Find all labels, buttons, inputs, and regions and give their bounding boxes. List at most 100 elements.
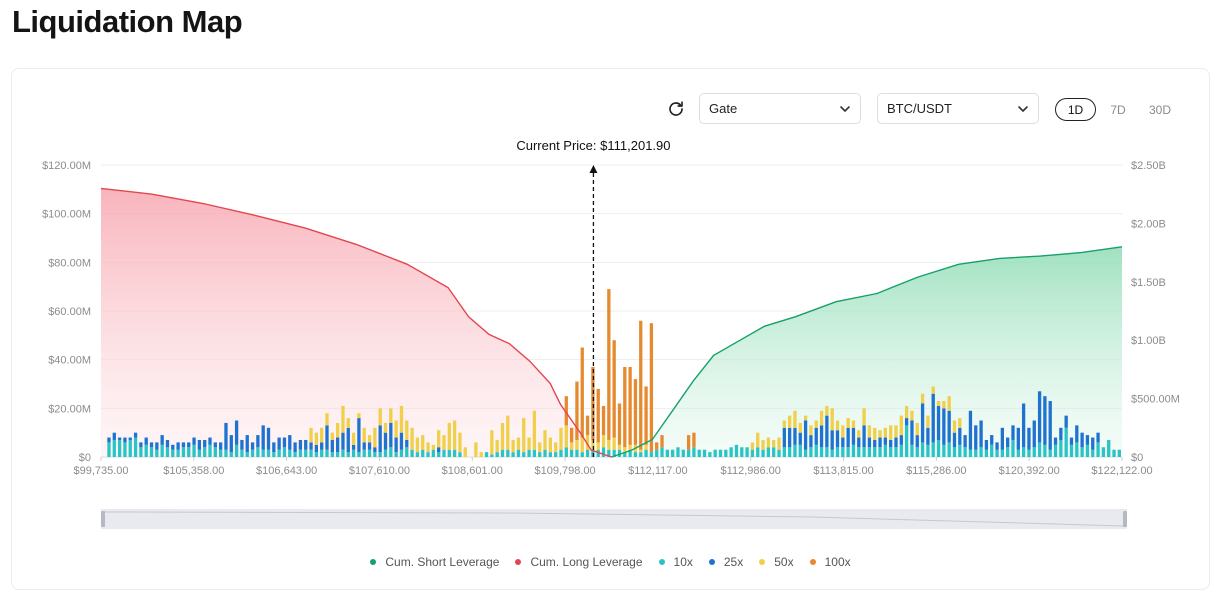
bar-10x	[990, 444, 994, 457]
bar-10x	[819, 447, 824, 457]
bar-25x	[809, 435, 813, 448]
slider-handle-left[interactable]	[101, 511, 105, 527]
bar-100x	[639, 320, 643, 450]
bar-50x	[612, 437, 616, 450]
bar-25x	[1048, 401, 1052, 450]
bar-50x	[761, 439, 765, 450]
slider-handle-right[interactable]	[1123, 511, 1127, 527]
bar-10x	[506, 449, 510, 457]
bar-25x	[351, 444, 356, 450]
bar-50x	[357, 413, 361, 419]
bar-25x	[793, 427, 797, 445]
bar-10x	[899, 444, 903, 457]
bar-10x	[1053, 444, 1058, 457]
timeframe-30d-button[interactable]: 30D	[1148, 102, 1171, 117]
bar-10x	[671, 449, 675, 457]
exchange-select[interactable]: Gate	[699, 93, 861, 124]
legend-dot	[515, 559, 522, 565]
bar-10x	[277, 449, 281, 457]
bar-10x	[219, 449, 223, 457]
bar-10x	[378, 452, 382, 457]
bar-100x	[692, 432, 696, 448]
bar-50x	[825, 405, 829, 416]
bar-10x	[559, 449, 563, 457]
bar-10x	[729, 447, 733, 457]
bar-10x	[793, 444, 797, 457]
bar-25x	[399, 432, 404, 450]
bar-10x	[192, 444, 196, 457]
bar-25x	[1053, 437, 1058, 445]
bar-25x	[947, 410, 951, 443]
legend-item-10x[interactable]: 10x	[658, 555, 693, 569]
legend-item-50x[interactable]: 50x	[759, 555, 794, 569]
bar-10x	[107, 442, 111, 457]
bar-50x	[320, 427, 324, 443]
bar-50x	[809, 425, 813, 436]
bar-25x	[373, 447, 377, 453]
cum-short-area	[611, 246, 1122, 457]
bar-50x	[628, 444, 632, 450]
bar-10x	[490, 454, 494, 457]
bar-100x	[591, 366, 595, 440]
timeframe-7d-button[interactable]: 7D	[1110, 102, 1126, 117]
bar-50x	[463, 447, 467, 457]
bar-10x	[607, 449, 611, 457]
bar-50x	[415, 437, 420, 453]
legend-item-25x[interactable]: 25x	[708, 555, 743, 569]
bar-50x	[772, 439, 776, 448]
bar-10x	[803, 449, 808, 457]
bar-25x	[1000, 427, 1004, 450]
bar-50x	[309, 427, 313, 443]
bar-50x	[559, 427, 563, 450]
pair-select[interactable]: BTC/USDT	[877, 93, 1039, 124]
range-slider[interactable]	[101, 509, 1127, 529]
bar-25x	[819, 425, 824, 448]
bar-10x	[330, 452, 334, 457]
bar-25x	[107, 437, 111, 443]
bar-10x	[1011, 439, 1015, 457]
timeframe-1d-button[interactable]: 1D	[1055, 98, 1096, 121]
x-tick-label: $120,392.00	[999, 465, 1060, 477]
bar-50x	[495, 439, 499, 453]
bar-10x	[495, 452, 499, 457]
bar-50x	[873, 427, 877, 440]
bar-10x	[1059, 439, 1063, 457]
legend-dot	[658, 559, 665, 565]
bar-10x	[958, 444, 962, 457]
bar-25x	[378, 425, 382, 453]
legend-dot	[759, 559, 766, 565]
bar-50x	[867, 425, 872, 438]
bar-25x	[330, 439, 334, 453]
bar-50x	[931, 386, 935, 394]
y-axis-right: $0 $500.00M $1.00B $1.50B $2.00B $2.50B	[1131, 160, 1180, 464]
bar-25x	[224, 422, 228, 450]
bar-10x	[383, 449, 388, 457]
y-right-tick-label: $1.00B	[1131, 335, 1166, 347]
bar-10x	[128, 439, 132, 457]
bar-50x	[410, 427, 414, 450]
refresh-button[interactable]	[664, 97, 688, 121]
chevron-down-icon	[1018, 106, 1028, 112]
legend-item-cum-long[interactable]: Cum. Long Leverage	[515, 555, 643, 569]
x-tick-label: $109,798.00	[535, 465, 596, 477]
bar-10x	[601, 447, 606, 457]
y-right-tick-label: $2.50B	[1131, 160, 1166, 172]
legend-item-100x[interactable]: 100x	[809, 555, 851, 569]
bar-10x	[830, 449, 834, 457]
bar-50x	[351, 432, 356, 445]
bar-10x	[692, 447, 696, 457]
bar-10x	[1006, 447, 1010, 457]
bar-50x	[793, 410, 797, 428]
bar-50x	[787, 415, 792, 428]
legend-label: 100x	[824, 555, 851, 569]
slider-preview	[103, 511, 1125, 527]
bar-25x	[851, 427, 856, 445]
current-price-arrow	[589, 165, 598, 173]
legend-item-cum-short[interactable]: Cum. Short Leverage	[370, 555, 499, 569]
page-title: Liquidation Map	[12, 4, 243, 39]
bar-50x	[490, 430, 494, 455]
bar-25x	[920, 403, 925, 443]
bar-25x	[990, 435, 994, 445]
bar-10x	[952, 447, 957, 457]
bar-25x	[1064, 415, 1068, 428]
